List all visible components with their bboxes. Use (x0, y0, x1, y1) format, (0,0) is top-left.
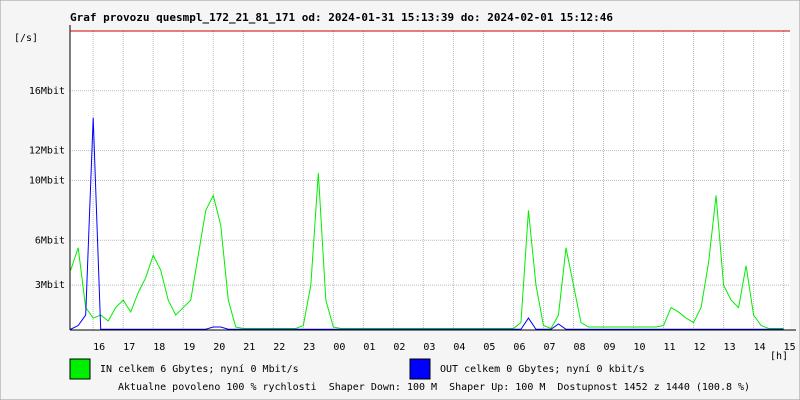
x-tick-label: 01 (363, 342, 375, 353)
series-line (70, 117, 784, 330)
x-tick-label: 10 (633, 342, 645, 353)
legend-swatch (409, 358, 431, 380)
grid (70, 31, 790, 330)
x-tick-label: 12 (694, 342, 706, 353)
x-tick-label: 19 (183, 342, 195, 353)
x-tick-label: 11 (664, 342, 676, 353)
chart-title: Graf provozu quesmpl_172_21_81_171 od: 2… (70, 11, 613, 24)
x-tick-label: 14 (754, 342, 766, 353)
legend-label: IN celkem 6 Gbytes; nyní 0 Mbit/s (100, 363, 299, 375)
x-unit: [h] (770, 351, 788, 362)
x-tick-label: 20 (213, 342, 225, 353)
x-tick-label: 09 (603, 342, 615, 353)
x-tick-label: 08 (573, 342, 585, 353)
x-tick-label: 13 (724, 342, 736, 353)
footer-note: Dostupnost 1452 z 1440 (100.8 %) (557, 382, 750, 393)
x-tick-label: 03 (423, 342, 435, 353)
x-tick-label: 02 (393, 342, 405, 353)
footer-note: Shaper Up: 100 M (449, 382, 545, 393)
x-tick-label: 04 (453, 342, 465, 353)
series-line (70, 172, 784, 330)
y-tick-label: 10Mbit (29, 176, 65, 187)
x-tick-label: 15 (784, 342, 796, 353)
x-tick-label: 22 (273, 342, 285, 353)
x-tick-label: 17 (123, 342, 135, 353)
x-tick-label: 16 (93, 342, 105, 353)
footer-note: Aktualne povoleno 100 % rychlosti (118, 382, 317, 393)
x-tick-label: 21 (243, 342, 255, 353)
x-tick-label: 05 (483, 342, 495, 353)
y-tick-label: 6Mbit (35, 235, 65, 246)
x-tick-label: 00 (333, 342, 345, 353)
marks (70, 117, 784, 330)
x-tick-label: 07 (543, 342, 555, 353)
x-tick-label: 06 (513, 342, 525, 353)
y-unit: [/s] (14, 33, 38, 44)
legend-swatch (69, 358, 91, 380)
y-tick-label: 3Mbit (35, 280, 65, 291)
legend-label: OUT celkem 0 Gbytes; nyní 0 kbit/s (440, 363, 645, 375)
y-tick-label: 12Mbit (29, 146, 65, 157)
footer-note: Shaper Down: 100 M (329, 382, 437, 393)
x-tick-label: 23 (303, 342, 315, 353)
y-tick-label: 16Mbit (29, 86, 65, 97)
x-tick-label: 18 (153, 342, 165, 353)
